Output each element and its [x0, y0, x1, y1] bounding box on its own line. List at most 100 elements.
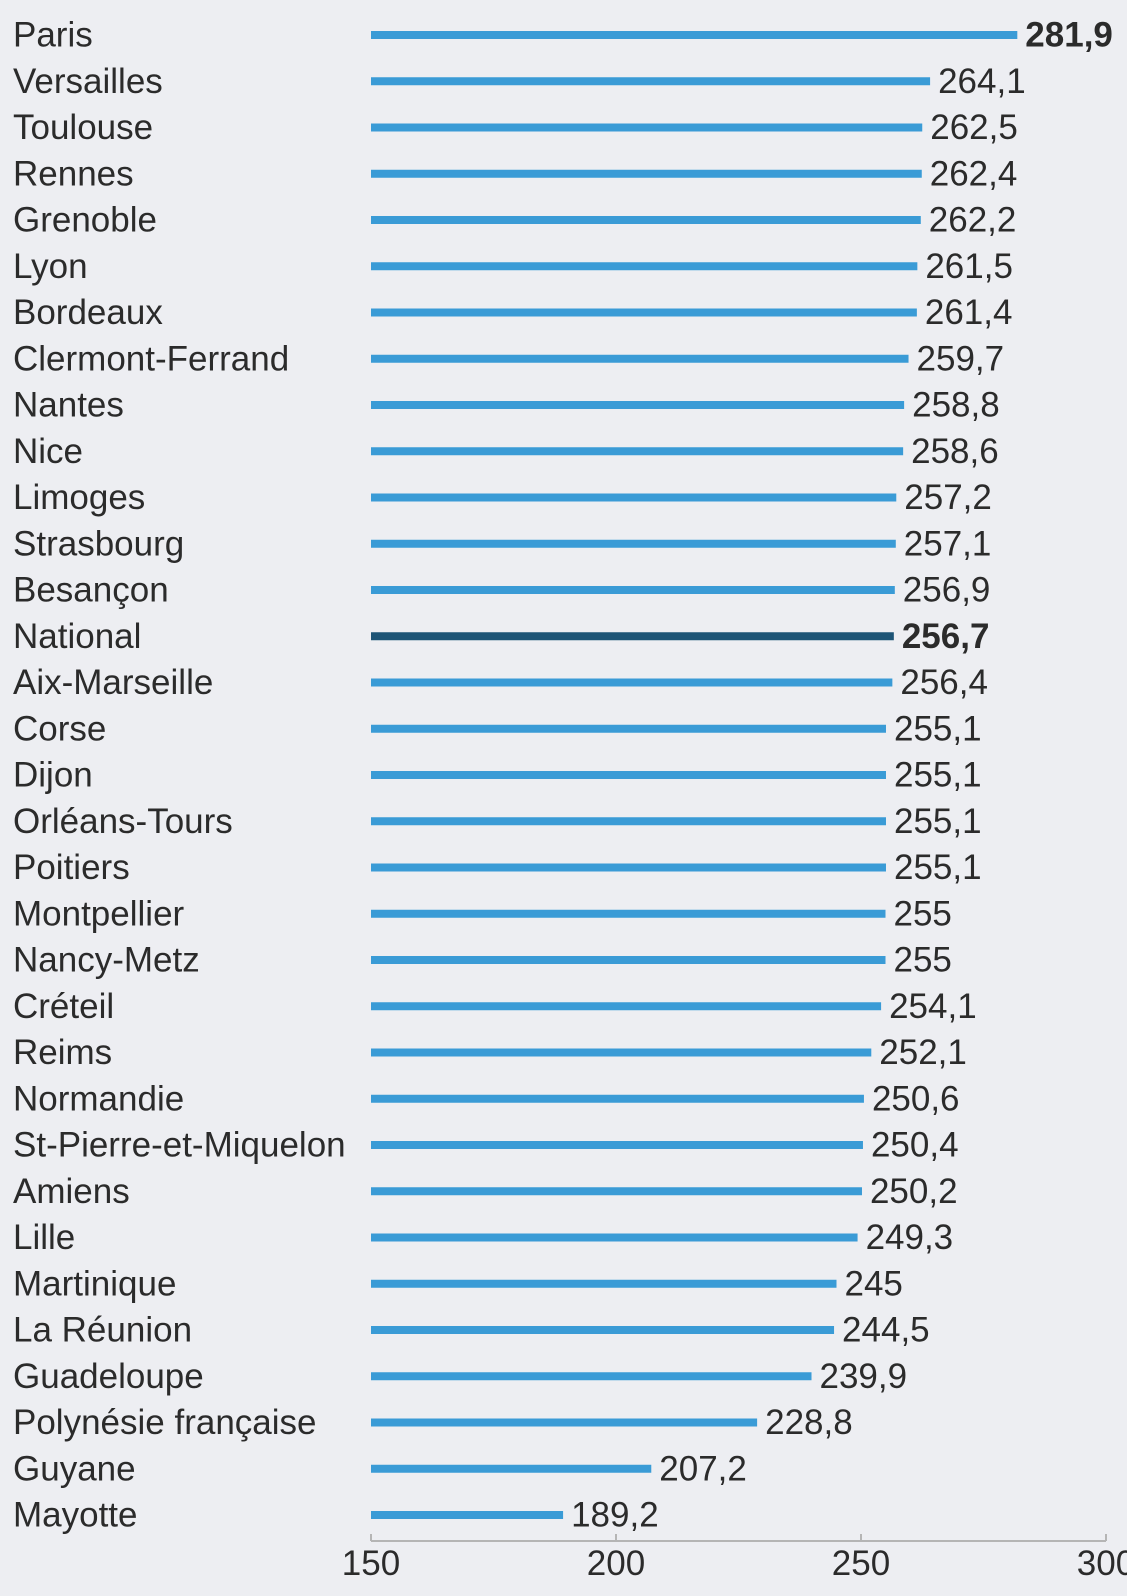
- bar: [371, 909, 886, 918]
- x-tick-label: 250: [832, 1544, 890, 1583]
- bar: [371, 724, 886, 733]
- bar: [371, 1002, 882, 1011]
- bar: [371, 1464, 652, 1473]
- bar: [371, 1094, 864, 1103]
- bar: [371, 539, 896, 548]
- value-label: 255,1: [894, 848, 982, 887]
- value-label: 259,7: [917, 339, 1005, 378]
- bar: [371, 1279, 837, 1288]
- category-label: Reims: [13, 1033, 112, 1072]
- bar: [371, 447, 904, 456]
- value-label: 255,1: [894, 802, 982, 841]
- category-label: Aix-Marseille: [13, 663, 213, 702]
- value-label: 256,9: [903, 571, 991, 610]
- value-label: 255,1: [894, 756, 982, 795]
- bar: [371, 493, 897, 502]
- category-label: Toulouse: [13, 108, 153, 147]
- category-label: Bordeaux: [13, 293, 163, 332]
- value-label: 189,2: [571, 1496, 659, 1535]
- category-label: Guyane: [13, 1449, 136, 1488]
- value-label: 257,2: [904, 478, 992, 517]
- bar: [371, 169, 922, 178]
- value-label: 264,1: [938, 62, 1026, 101]
- x-tick-label: 300: [1077, 1544, 1127, 1583]
- value-label: 281,9: [1025, 16, 1113, 55]
- value-label: 261,4: [925, 293, 1013, 332]
- category-label: Normandie: [13, 1079, 184, 1118]
- category-label: Versailles: [13, 62, 163, 101]
- bar: [371, 678, 893, 687]
- value-label: 252,1: [879, 1033, 967, 1072]
- value-label: 258,8: [912, 386, 1000, 425]
- bar: [371, 1511, 564, 1519]
- value-label: 256,7: [902, 617, 990, 656]
- value-label: 249,3: [866, 1218, 954, 1257]
- category-label: Martinique: [13, 1264, 176, 1303]
- bar: [371, 1233, 858, 1242]
- value-label: 250,2: [870, 1172, 958, 1211]
- category-label: St-Pierre-et-Miquelon: [13, 1126, 346, 1165]
- value-label: 256,4: [900, 663, 988, 702]
- bar: [371, 956, 886, 964]
- value-label: 244,5: [842, 1311, 930, 1350]
- category-label: Lyon: [13, 247, 88, 286]
- category-label: Mayotte: [13, 1496, 138, 1535]
- bar: [371, 31, 1018, 39]
- bar: [371, 586, 895, 594]
- category-label: Grenoble: [13, 201, 157, 240]
- bar: [371, 354, 909, 363]
- value-label: 250,4: [871, 1126, 959, 1165]
- value-label: 258,6: [911, 432, 999, 471]
- category-label: Polynésie française: [13, 1403, 317, 1442]
- category-label: Corse: [13, 709, 106, 748]
- bar: [371, 771, 886, 779]
- category-label: Orléans-Tours: [13, 802, 233, 841]
- bar: [371, 1418, 758, 1427]
- bar: [371, 308, 917, 317]
- bar: [371, 817, 886, 826]
- category-label: Nice: [13, 432, 83, 471]
- category-label: Amiens: [13, 1172, 130, 1211]
- category-label: National: [13, 617, 141, 656]
- category-label: Guadeloupe: [13, 1357, 204, 1396]
- value-label: 255: [894, 894, 952, 933]
- bar: [371, 1048, 872, 1057]
- category-label: Lille: [13, 1218, 75, 1257]
- bar: [371, 1372, 812, 1381]
- category-label: Poitiers: [13, 848, 130, 887]
- category-label: Clermont-Ferrand: [13, 339, 289, 378]
- x-tick-label: 150: [342, 1544, 400, 1583]
- category-label: Rennes: [13, 154, 134, 193]
- value-label: 255,1: [894, 709, 982, 748]
- bar: [371, 77, 931, 86]
- bar: [371, 1187, 862, 1196]
- value-label: 245: [845, 1264, 903, 1303]
- category-label: Montpellier: [13, 894, 185, 933]
- category-label: Paris: [13, 16, 93, 55]
- category-label: Nantes: [13, 386, 124, 425]
- value-label: 250,6: [872, 1079, 960, 1118]
- category-label: Besançon: [13, 571, 169, 610]
- value-label: 254,1: [889, 987, 977, 1026]
- bar: [371, 632, 894, 641]
- bar: [371, 216, 921, 224]
- bar: [371, 123, 923, 132]
- value-label: 257,1: [904, 524, 992, 563]
- category-label: Dijon: [13, 756, 93, 795]
- category-label: Nancy-Metz: [13, 941, 200, 980]
- category-label: Limoges: [13, 478, 145, 517]
- bar: [371, 262, 918, 271]
- value-label: 255: [894, 941, 952, 980]
- bar: [371, 401, 905, 409]
- value-label: 262,5: [930, 108, 1018, 147]
- value-label: 261,5: [925, 247, 1013, 286]
- value-label: 239,9: [820, 1357, 908, 1396]
- x-tick-label: 200: [587, 1544, 645, 1583]
- category-label: La Réunion: [13, 1311, 192, 1350]
- value-label: 262,2: [929, 201, 1017, 240]
- value-label: 207,2: [659, 1449, 747, 1488]
- bar: [371, 1141, 863, 1149]
- value-label: 262,4: [930, 154, 1018, 193]
